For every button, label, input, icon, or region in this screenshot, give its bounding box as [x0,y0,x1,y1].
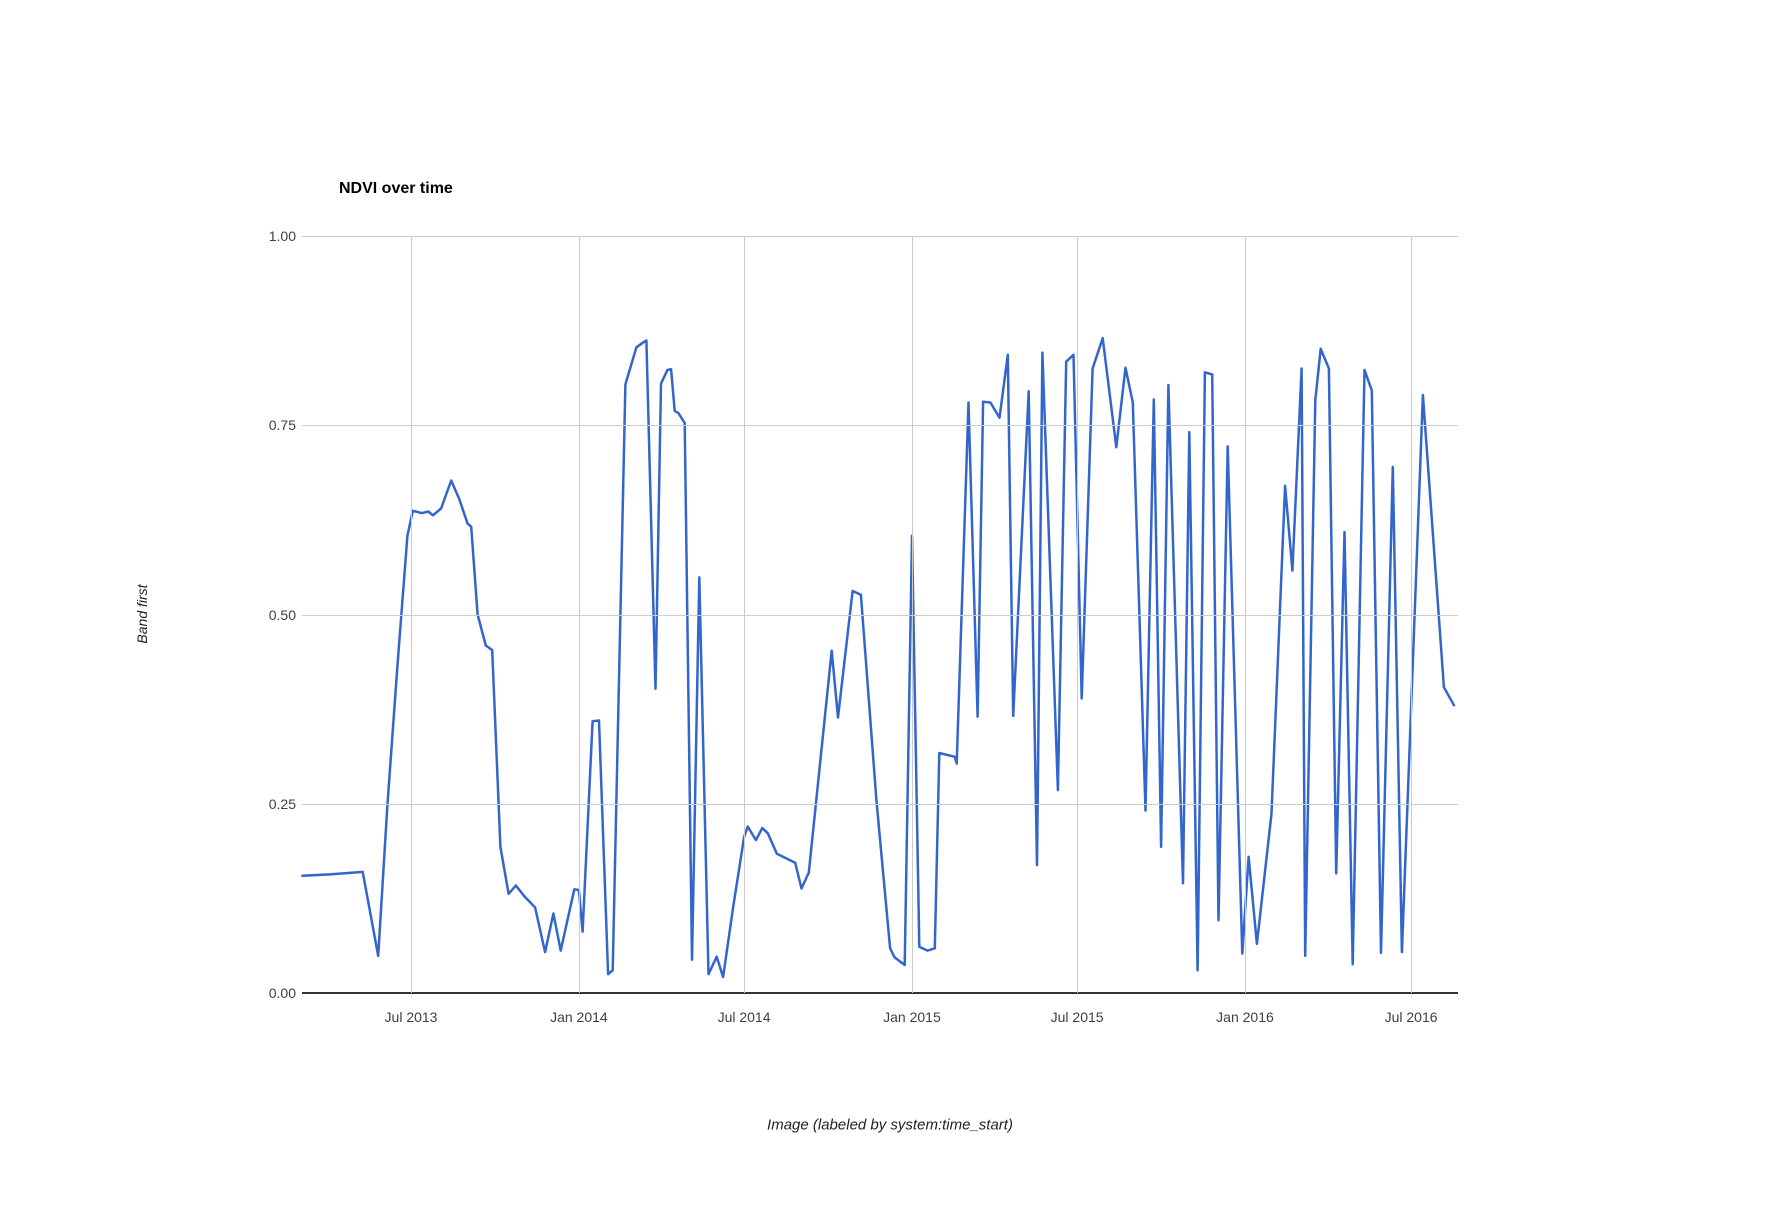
ndvi-line [301,336,1456,979]
plot-area [301,236,1458,994]
y-tick-label: 0.75 [268,417,296,434]
v-gridline [744,236,746,993]
x-tick-label: Jan 2014 [550,1009,608,1025]
x-tick-label: Jan 2015 [883,1009,941,1025]
v-gridline [1077,236,1079,993]
y-tick-label: 0.50 [268,606,296,623]
x-tick-label: Jan 2016 [1216,1009,1274,1025]
h-gridline [302,425,1458,427]
h-gridline [302,803,1458,805]
v-gridline [1411,236,1413,993]
x-tick-label: Jul 2015 [1050,1009,1104,1025]
y-tick-label: 0.25 [268,795,296,812]
y-tick-label: 0.00 [268,985,296,1001]
y-axis-title: Band first [134,584,150,644]
h-gridline [302,236,1458,237]
chart-canvas [301,336,1456,979]
h-gridline [302,614,1458,616]
v-gridline [1244,236,1246,993]
v-gridline [578,236,580,993]
v-gridline [411,236,412,993]
x-tick-label: Jul 2016 [1384,1009,1438,1025]
y-tick-label: 1.00 [268,228,296,244]
chart-title: NDVI over time [339,180,453,197]
x-axis-title: Image (labeled by system:time_start) [767,1116,1013,1134]
v-gridline [911,236,913,993]
x-axis-line [302,992,1458,994]
x-tick-label: Jul 2013 [384,1009,438,1025]
x-tick-label: Jul 2014 [717,1009,771,1025]
